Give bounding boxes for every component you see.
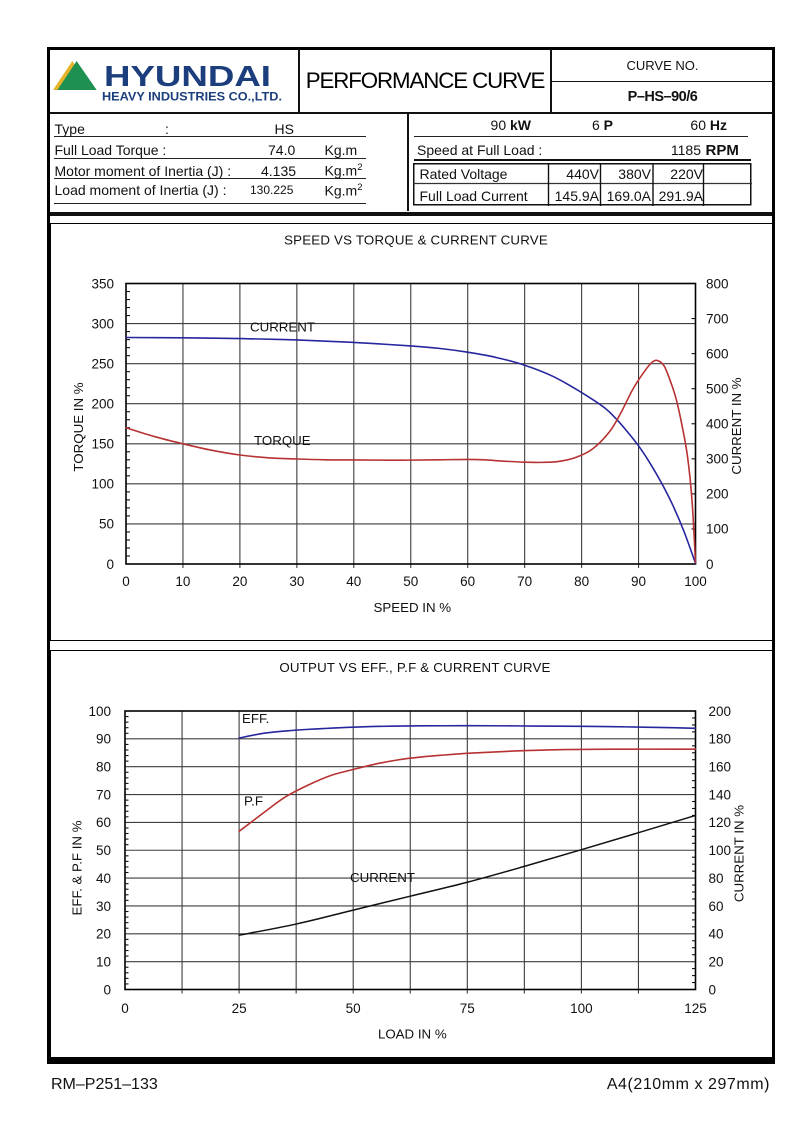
svg-text:SPEED IN %: SPEED IN %: [374, 600, 452, 615]
svg-text:50: 50: [96, 843, 111, 858]
svg-text:30: 30: [289, 574, 304, 589]
svg-text:80: 80: [96, 760, 111, 775]
svg-text:100: 100: [88, 704, 111, 719]
svg-text:30: 30: [96, 899, 111, 914]
svg-text:TORQUE: TORQUE: [254, 433, 311, 448]
svg-text:75: 75: [460, 1001, 475, 1016]
svg-text:EFF. & P.F IN %: EFF. & P.F IN %: [70, 820, 85, 915]
svg-text:CURRENT: CURRENT: [250, 319, 315, 334]
svg-text:40: 40: [346, 574, 361, 589]
svg-text:10: 10: [96, 954, 111, 969]
svg-text:180: 180: [709, 732, 732, 747]
svg-text:90: 90: [96, 732, 111, 747]
svg-text:CURRENT: CURRENT: [350, 870, 415, 885]
svg-text:60: 60: [96, 815, 111, 830]
svg-text:125: 125: [684, 1001, 707, 1016]
svg-text:250: 250: [91, 356, 114, 371]
svg-text:LOAD IN %: LOAD IN %: [378, 1026, 447, 1041]
svg-text:200: 200: [706, 486, 729, 501]
svg-text:0: 0: [122, 574, 130, 589]
svg-text:70: 70: [96, 787, 111, 802]
svg-text:EFF.: EFF.: [242, 711, 269, 726]
svg-text:200: 200: [91, 396, 114, 411]
svg-text:50: 50: [346, 1001, 361, 1016]
svg-text:0: 0: [103, 982, 111, 997]
svg-text:700: 700: [706, 311, 729, 326]
svg-text:100: 100: [684, 574, 707, 589]
svg-text:350: 350: [91, 276, 114, 291]
svg-text:300: 300: [91, 316, 114, 331]
svg-text:10: 10: [175, 574, 190, 589]
svg-text:40: 40: [96, 871, 111, 886]
svg-text:P.F: P.F: [244, 794, 263, 809]
svg-text:0: 0: [106, 556, 114, 571]
svg-text:120: 120: [709, 815, 732, 830]
svg-text:200: 200: [709, 704, 732, 719]
svg-text:90: 90: [631, 574, 646, 589]
svg-text:50: 50: [403, 574, 418, 589]
svg-text:SPEED VS TORQUE & CURRENT CURV: SPEED VS TORQUE & CURRENT CURVE: [284, 232, 548, 247]
svg-text:CURRENT IN %: CURRENT IN %: [729, 377, 744, 474]
svg-text:100: 100: [570, 1001, 593, 1016]
svg-text:600: 600: [706, 346, 729, 361]
svg-text:80: 80: [574, 574, 589, 589]
svg-text:150: 150: [91, 436, 114, 451]
svg-text:70: 70: [517, 574, 532, 589]
svg-text:HEAVY INDUSTRIES CO.,LTD.: HEAVY INDUSTRIES CO.,LTD.: [102, 91, 282, 104]
svg-text:20: 20: [96, 927, 111, 942]
svg-text:CURRENT IN %: CURRENT IN %: [732, 805, 747, 902]
svg-text:160: 160: [709, 760, 732, 775]
svg-text:20: 20: [232, 574, 247, 589]
svg-text:60: 60: [709, 899, 724, 914]
svg-text:300: 300: [706, 451, 729, 466]
svg-text:OUTPUT VS EFF., P.F & CURRENT: OUTPUT VS EFF., P.F & CURRENT CURVE: [279, 660, 550, 675]
svg-text:TORQUE IN %: TORQUE IN %: [71, 382, 86, 471]
svg-text:100: 100: [709, 843, 732, 858]
svg-text:25: 25: [232, 1001, 247, 1016]
svg-text:60: 60: [460, 574, 475, 589]
svg-text:500: 500: [706, 381, 729, 396]
svg-text:0: 0: [709, 982, 717, 997]
svg-text:0: 0: [706, 556, 714, 571]
svg-text:800: 800: [706, 276, 729, 291]
svg-text:20: 20: [709, 954, 724, 969]
svg-text:80: 80: [709, 871, 724, 886]
svg-text:100: 100: [91, 476, 114, 491]
svg-text:400: 400: [706, 416, 729, 431]
svg-text:0: 0: [121, 1001, 129, 1016]
svg-text:100: 100: [706, 521, 729, 536]
svg-text:140: 140: [709, 787, 732, 802]
svg-text:40: 40: [709, 927, 724, 942]
svg-text:HYUNDAI: HYUNDAI: [104, 61, 271, 93]
svg-text:50: 50: [99, 516, 114, 531]
